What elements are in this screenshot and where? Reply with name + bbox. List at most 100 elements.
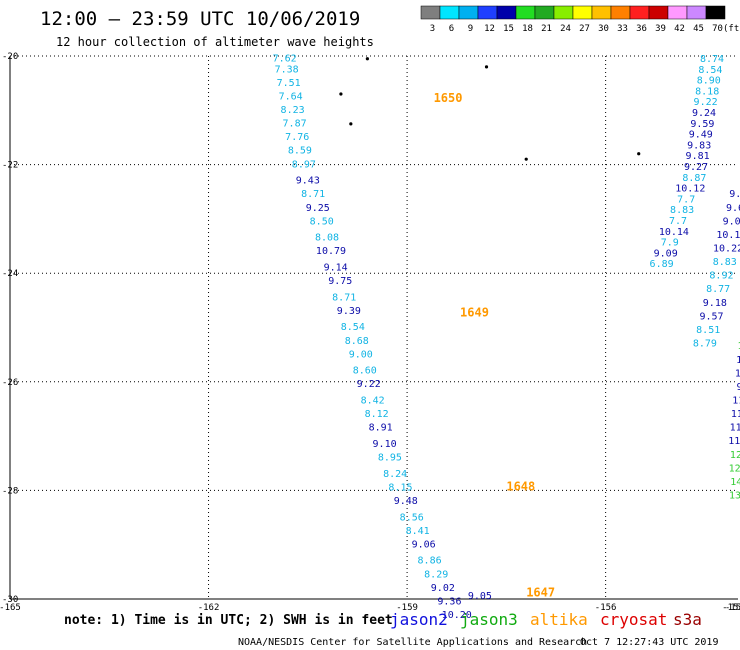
colorbar-swatch xyxy=(610,5,631,20)
swh-label-west: 8.56 xyxy=(400,512,424,523)
legend-cryosat: cryosat xyxy=(600,610,667,629)
pass-time-label: 1649 xyxy=(460,306,489,320)
swh-label-west: 10.79 xyxy=(316,246,346,257)
island-dot xyxy=(484,65,489,69)
swh-label-west: 7.51 xyxy=(277,78,301,89)
swh-label-topright: 8.87 xyxy=(682,173,706,184)
swh-label-east: 8.83 xyxy=(713,257,737,268)
swh-label-far: 11.42 xyxy=(728,436,740,447)
swh-label-east: 9.57 xyxy=(699,311,723,322)
colorbar-label: 33 xyxy=(617,24,628,34)
x-tick-label: -165 xyxy=(0,603,21,613)
y-tick-label: -28 xyxy=(2,486,18,496)
swh-label-west: 8.12 xyxy=(365,409,389,420)
swh-label-west: 9.39 xyxy=(337,306,361,317)
swh-label-west: 8.86 xyxy=(418,556,442,567)
swh-label-topright: 9.83 xyxy=(687,140,711,151)
chart-title: 12:00 – 23:59 UTC 10/06/2019 xyxy=(40,8,360,30)
grid xyxy=(10,55,738,600)
swh-label-west: 8.50 xyxy=(310,216,334,227)
swh-label-east: 8.79 xyxy=(693,339,717,350)
swh-label-west: 9.14 xyxy=(324,262,348,273)
colorbar-label: 45 xyxy=(693,24,704,34)
swh-label-west: 9.05 xyxy=(468,591,492,602)
legend-jason3: jason3 xyxy=(460,610,518,629)
swh-label-west: 9.02 xyxy=(431,583,455,594)
swh-label-topright: 9.49 xyxy=(689,130,713,141)
colorbar-unit: (ft) xyxy=(723,24,740,34)
pass-time-label: 1648 xyxy=(506,479,535,493)
colorbar-label: 39 xyxy=(655,24,666,34)
swh-label-west: 7.62 xyxy=(273,53,297,64)
swh-label-far: 11.48 xyxy=(731,409,740,420)
colorbar-swatch xyxy=(629,5,650,20)
swh-label-west: 8.15 xyxy=(388,482,412,493)
legend-altika: altika xyxy=(530,610,588,629)
swh-label-west: 7.64 xyxy=(279,91,303,102)
swh-label-topright: 10.12 xyxy=(675,184,705,195)
colorbar-label: 36 xyxy=(636,24,647,34)
chart-marks: 7.627.38 7.51 7.64 8.23 7.87 7.76 8.59 8.97 9.43… xyxy=(273,53,740,621)
y-tick-label: -22 xyxy=(2,161,18,171)
colorbar-swatch xyxy=(705,5,726,20)
colorbar-label: 70 xyxy=(712,24,723,34)
swh-label-topright: 9.09 xyxy=(654,248,678,259)
y-tick-label: -20 xyxy=(2,52,18,62)
chart-subtitle: 12 hour collection of altimeter wave hei… xyxy=(56,35,374,49)
colorbar-swatch xyxy=(420,5,441,20)
colorbar-label: 9 xyxy=(468,24,473,34)
swh-label-west: 10.20 xyxy=(442,610,472,621)
swh-label-far: 11.15 xyxy=(739,328,740,339)
swh-label-far: 11.07 xyxy=(730,423,740,434)
swh-label-west: 8.42 xyxy=(361,396,385,407)
swh-label-topright: 9.22 xyxy=(694,97,718,108)
pass-time-label: 1647 xyxy=(526,585,555,599)
swh-label-west: 9.43 xyxy=(296,176,320,187)
legend: jason2 jason3 altika cryosat s3a xyxy=(390,610,702,629)
swh-label-west: 7.87 xyxy=(283,119,307,130)
colorbar-swatch xyxy=(439,5,460,20)
swh-label-topright: 9.27 xyxy=(684,162,708,173)
swh-label-east: 9.65 xyxy=(726,203,740,214)
swh-label-far: 13. xyxy=(729,491,740,502)
swh-label-far: 12.06 xyxy=(738,341,740,352)
y-tick-label: -24 xyxy=(2,269,18,279)
colorbar-swatch xyxy=(686,5,707,20)
footer-note: note: 1) Time is in UTC; 2) SWH is in fe… xyxy=(64,613,393,628)
swh-label-west: 9.22 xyxy=(357,379,381,390)
swh-label-topright: 8.90 xyxy=(697,76,721,87)
swh-label-west: 7.38 xyxy=(275,64,299,75)
swh-label-west: 9.48 xyxy=(394,496,418,507)
y-tick-label: -30 xyxy=(2,595,18,605)
colorbar-label: 42 xyxy=(674,24,685,34)
swh-label-far: 11.41 xyxy=(732,396,740,407)
legend-jason2: jason2 xyxy=(390,610,448,629)
swh-label-west: 8.24 xyxy=(383,469,407,480)
swh-label-west: 8.71 xyxy=(301,189,325,200)
colorbar-swatch xyxy=(553,5,574,20)
swh-label-topright: 9.81 xyxy=(686,151,710,162)
x-tick-label: -156 xyxy=(595,603,617,613)
island-dot xyxy=(339,92,343,96)
legend-s3a: s3a xyxy=(673,610,702,629)
swh-label-far: 14. xyxy=(730,477,740,488)
colorbar-label: 3 xyxy=(430,24,435,34)
swh-label-east: 10.15 xyxy=(716,230,740,241)
colorbar-label: 6 xyxy=(449,24,454,34)
colorbar-swatch xyxy=(591,5,612,20)
swh-label-east: 10.22 xyxy=(713,243,740,254)
colorbar-swatch xyxy=(648,5,669,20)
x-tick-label: -153 xyxy=(722,603,740,613)
swh-label-far: 12.5 xyxy=(730,450,740,461)
swh-label-east: 8.51 xyxy=(696,325,720,336)
island-dot xyxy=(524,157,528,161)
swh-label-topright: 10.14 xyxy=(659,227,689,238)
swh-label-topright: 6.89 xyxy=(650,259,674,270)
colorbar-label: 27 xyxy=(579,24,590,34)
swh-label-west: 8.23 xyxy=(281,105,305,116)
swh-label-west: 8.68 xyxy=(345,336,369,347)
colorbar-swatch xyxy=(572,5,593,20)
colorbar-swatch xyxy=(496,5,517,20)
swh-label-west: 8.08 xyxy=(315,233,339,244)
